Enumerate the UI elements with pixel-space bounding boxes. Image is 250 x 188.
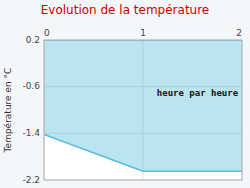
x-tick-label: 1 (140, 28, 146, 38)
y-axis-label: Température en °C (3, 68, 13, 154)
line (44, 135, 242, 172)
annotation: heure par heure (157, 88, 239, 98)
title: Evolution de la température (41, 3, 210, 17)
chart-container: 0.2 -0.6 -1.4 -2.2 0 1 2 Evolution de la tempér… (0, 0, 250, 188)
x-tick-label: 0 (44, 28, 50, 38)
data-layer (44, 40, 242, 171)
y-tick-label: -2.2 (22, 175, 40, 185)
y-tick-label: -1.4 (22, 128, 40, 138)
plot-frame (44, 40, 242, 180)
x-tick-label: 2 (236, 28, 242, 38)
plot-background (44, 40, 242, 180)
y-tick-label: -0.6 (22, 81, 40, 91)
y-tick-label: 0.2 (26, 35, 40, 45)
area (44, 40, 242, 171)
chart: 0.2 -0.6 -1.4 -2.2 0 1 2 Evolution de la tempér… (0, 0, 250, 188)
